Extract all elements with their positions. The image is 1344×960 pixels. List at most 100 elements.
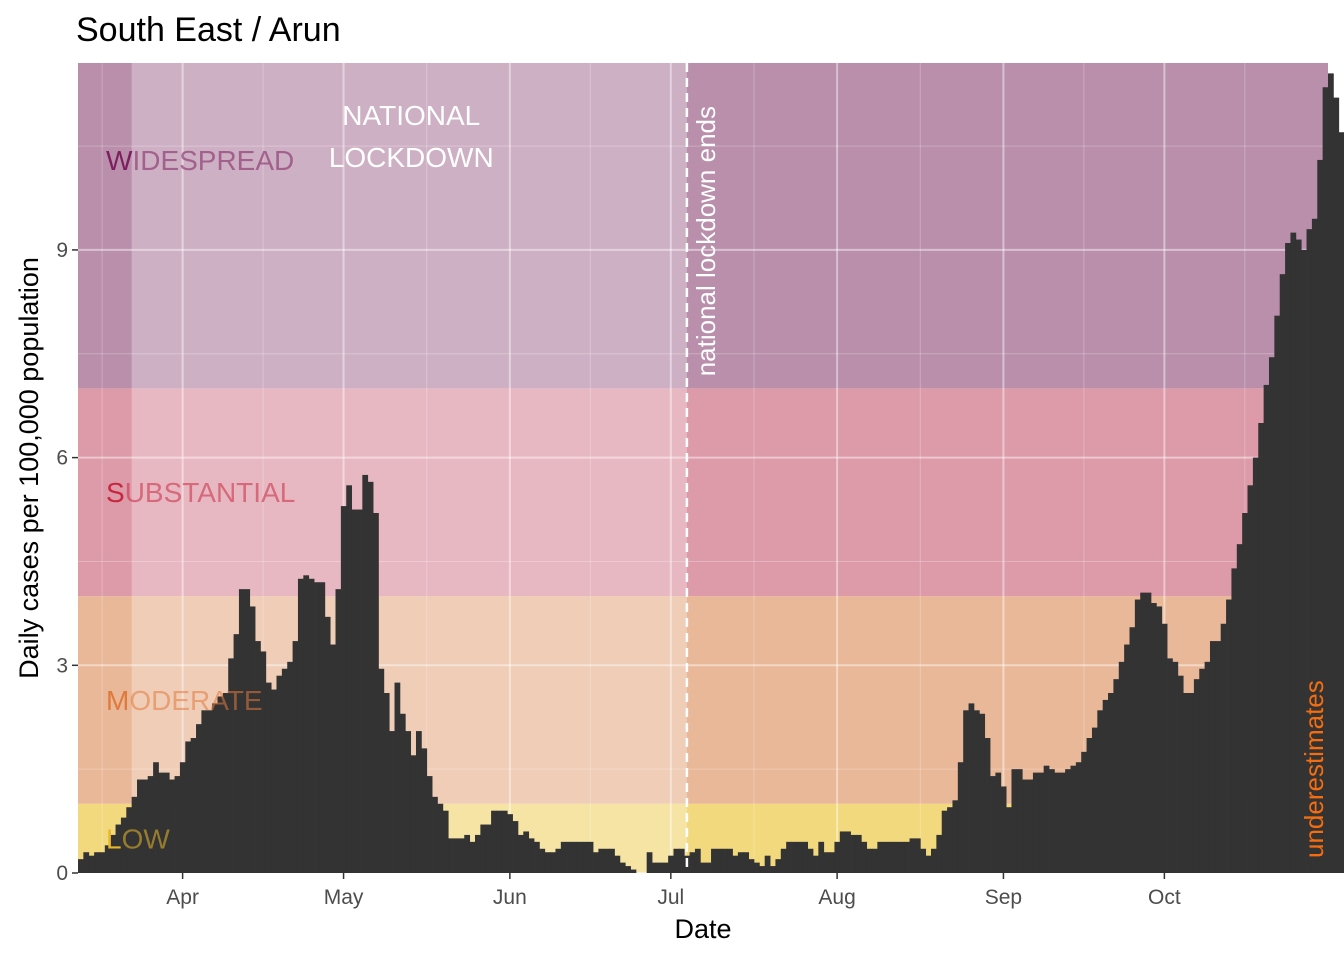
bar	[1322, 87, 1329, 873]
bar	[314, 582, 320, 873]
bar	[158, 772, 165, 873]
bar	[1070, 765, 1077, 873]
chart-title: South East / Arun	[76, 11, 341, 49]
bar	[281, 668, 288, 873]
bar	[877, 841, 884, 873]
lockdown-label-line: LOCKDOWN	[329, 142, 494, 173]
bar	[796, 841, 803, 873]
bar	[1295, 239, 1302, 874]
band-label-low: LOW	[106, 823, 170, 854]
bar	[668, 855, 674, 873]
bar	[646, 852, 653, 873]
bar	[1311, 218, 1318, 873]
bar	[931, 848, 937, 873]
bar	[625, 866, 631, 873]
bar	[673, 848, 680, 873]
bar	[791, 841, 798, 873]
bar	[920, 848, 927, 873]
bar	[244, 589, 251, 873]
bar	[491, 810, 497, 873]
bar	[1226, 599, 1232, 873]
bar	[115, 824, 122, 873]
band-label-moderate: MODERATE	[106, 685, 263, 716]
x-tick-label: May	[324, 886, 364, 909]
bar	[1231, 568, 1238, 873]
bar	[469, 841, 476, 873]
bar	[914, 838, 921, 873]
bar	[137, 779, 143, 873]
bar	[83, 852, 90, 873]
annotations: LOW MODERATE SUBSTANTIAL WIDESPREAD NATIONAL…	[106, 63, 1329, 873]
y-axis-title: Daily cases per 100,000 population	[14, 257, 44, 679]
bar	[1054, 772, 1061, 873]
bar	[1129, 627, 1136, 873]
bar	[228, 658, 234, 873]
bar	[952, 800, 959, 873]
bar	[534, 841, 540, 873]
bar	[1193, 679, 1200, 873]
bar	[1242, 513, 1248, 873]
bar	[153, 762, 159, 873]
bar	[550, 852, 556, 873]
x-tick-label: Sep	[985, 886, 1022, 909]
y-tick-label: 3	[56, 654, 68, 677]
bar	[373, 513, 379, 873]
bar	[367, 481, 374, 873]
bar	[1177, 675, 1184, 873]
x-tick-label: Aug	[818, 886, 855, 909]
bar	[99, 852, 106, 873]
bar	[88, 855, 95, 873]
bar	[233, 634, 240, 873]
bar	[507, 814, 513, 873]
bar	[1188, 693, 1195, 873]
bar	[984, 738, 991, 873]
bar	[780, 848, 787, 873]
bar	[292, 641, 299, 873]
bar	[217, 696, 224, 873]
x-tick-label: Jun	[493, 886, 527, 909]
bar	[1215, 641, 1222, 873]
bar	[1236, 544, 1243, 873]
bar	[823, 852, 830, 873]
bar	[1000, 786, 1007, 873]
bar	[1118, 661, 1125, 873]
bar	[346, 485, 353, 873]
bar	[689, 852, 696, 873]
bar	[711, 848, 717, 873]
bar	[426, 776, 433, 873]
x-tick-label: Oct	[1148, 886, 1181, 909]
bar	[560, 841, 567, 873]
bar	[356, 509, 363, 873]
bar	[979, 713, 986, 873]
bar	[1252, 457, 1259, 873]
bar	[1268, 357, 1275, 873]
bar	[866, 848, 873, 873]
bar	[855, 834, 862, 873]
bar	[1317, 159, 1324, 873]
y-axis: 0 3 6 9	[56, 239, 78, 885]
bar	[351, 509, 358, 873]
bar	[1338, 132, 1344, 873]
bar	[1059, 772, 1066, 873]
bar	[496, 810, 503, 873]
bar	[861, 841, 868, 873]
bar	[1290, 232, 1297, 874]
bar	[737, 852, 744, 873]
bar	[405, 731, 412, 873]
bar	[963, 710, 969, 873]
bar	[485, 824, 492, 873]
bar	[1016, 769, 1023, 873]
bar	[1038, 772, 1045, 873]
bar	[126, 807, 133, 873]
bar	[421, 748, 428, 873]
band-label-widespread: WIDESPREAD	[106, 145, 294, 176]
bar	[630, 869, 637, 873]
bar	[845, 831, 851, 873]
bar	[1043, 765, 1050, 873]
underestimates-label: underestimates	[1299, 680, 1329, 858]
bar	[131, 796, 138, 873]
lockdown-end-label: national lockdown ends	[691, 106, 721, 376]
bar	[179, 762, 186, 873]
bar	[94, 852, 100, 873]
x-tick-label: Jul	[657, 886, 684, 909]
